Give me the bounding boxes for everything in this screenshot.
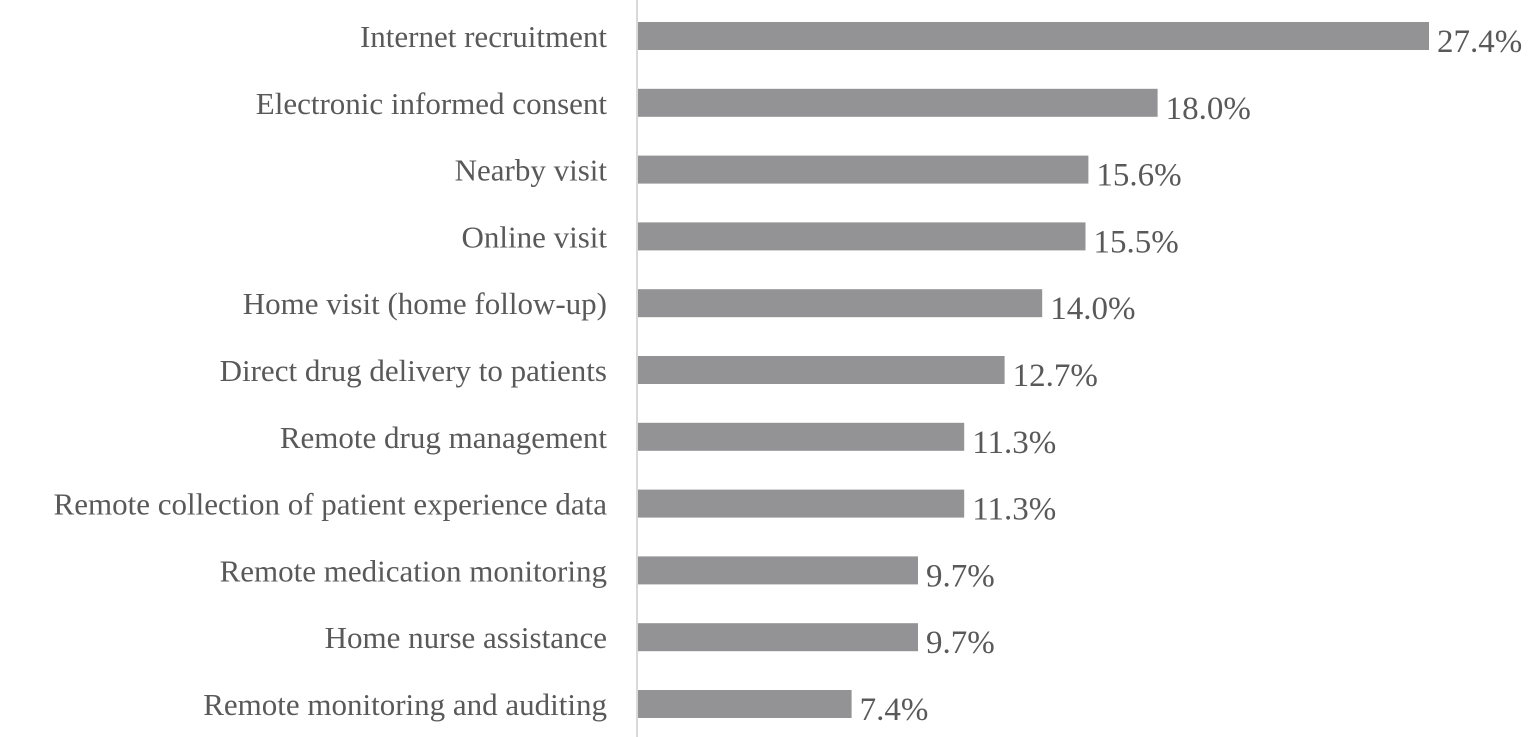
value-label: 9.7% [926,558,995,594]
bar [638,289,1043,318]
category-label: Online visit [461,219,607,254]
category-label: Electronic informed consent [256,86,608,121]
value-label: 14.0% [1050,291,1135,327]
bar [638,623,918,652]
bar [638,422,965,451]
category-label: Home nurse assistance [325,620,607,655]
category-label: Remote monitoring and auditing [203,687,607,722]
value-label: 18.0% [1166,91,1251,127]
category-label: Remote drug management [280,420,608,455]
category-label: Remote medication monitoring [220,553,607,588]
bar [638,22,1429,50]
bars-layer [638,22,1429,718]
bar [638,222,1086,251]
bar [638,155,1089,184]
value-label: 7.4% [860,692,929,728]
value-label: 15.5% [1094,224,1179,260]
category-label: Internet recruitment [360,19,607,54]
value-label: 11.3% [972,425,1056,461]
value-labels: 27.4% 18.0% 15.6% 15.5% 14.0% 12.7% 11.3% 11.3%… [860,24,1523,728]
value-label: 15.6% [1096,158,1181,194]
bar [638,690,852,718]
value-label: 27.4% [1437,24,1522,60]
bar [638,88,1158,117]
value-label: 12.7% [1013,358,1098,394]
category-label: Remote collection of patient experience … [54,487,608,522]
bar [638,489,965,518]
bar [638,556,918,585]
category-label: Home visit (home follow-up) [243,286,607,321]
category-label: Direct drug delivery to patients [220,353,607,388]
bar [638,356,1005,384]
value-label: 11.3% [972,492,1056,528]
value-label: 9.7% [926,625,995,661]
category-labels: Internet recruitment Electronic informed … [54,19,608,722]
category-label: Nearby visit [455,153,608,188]
